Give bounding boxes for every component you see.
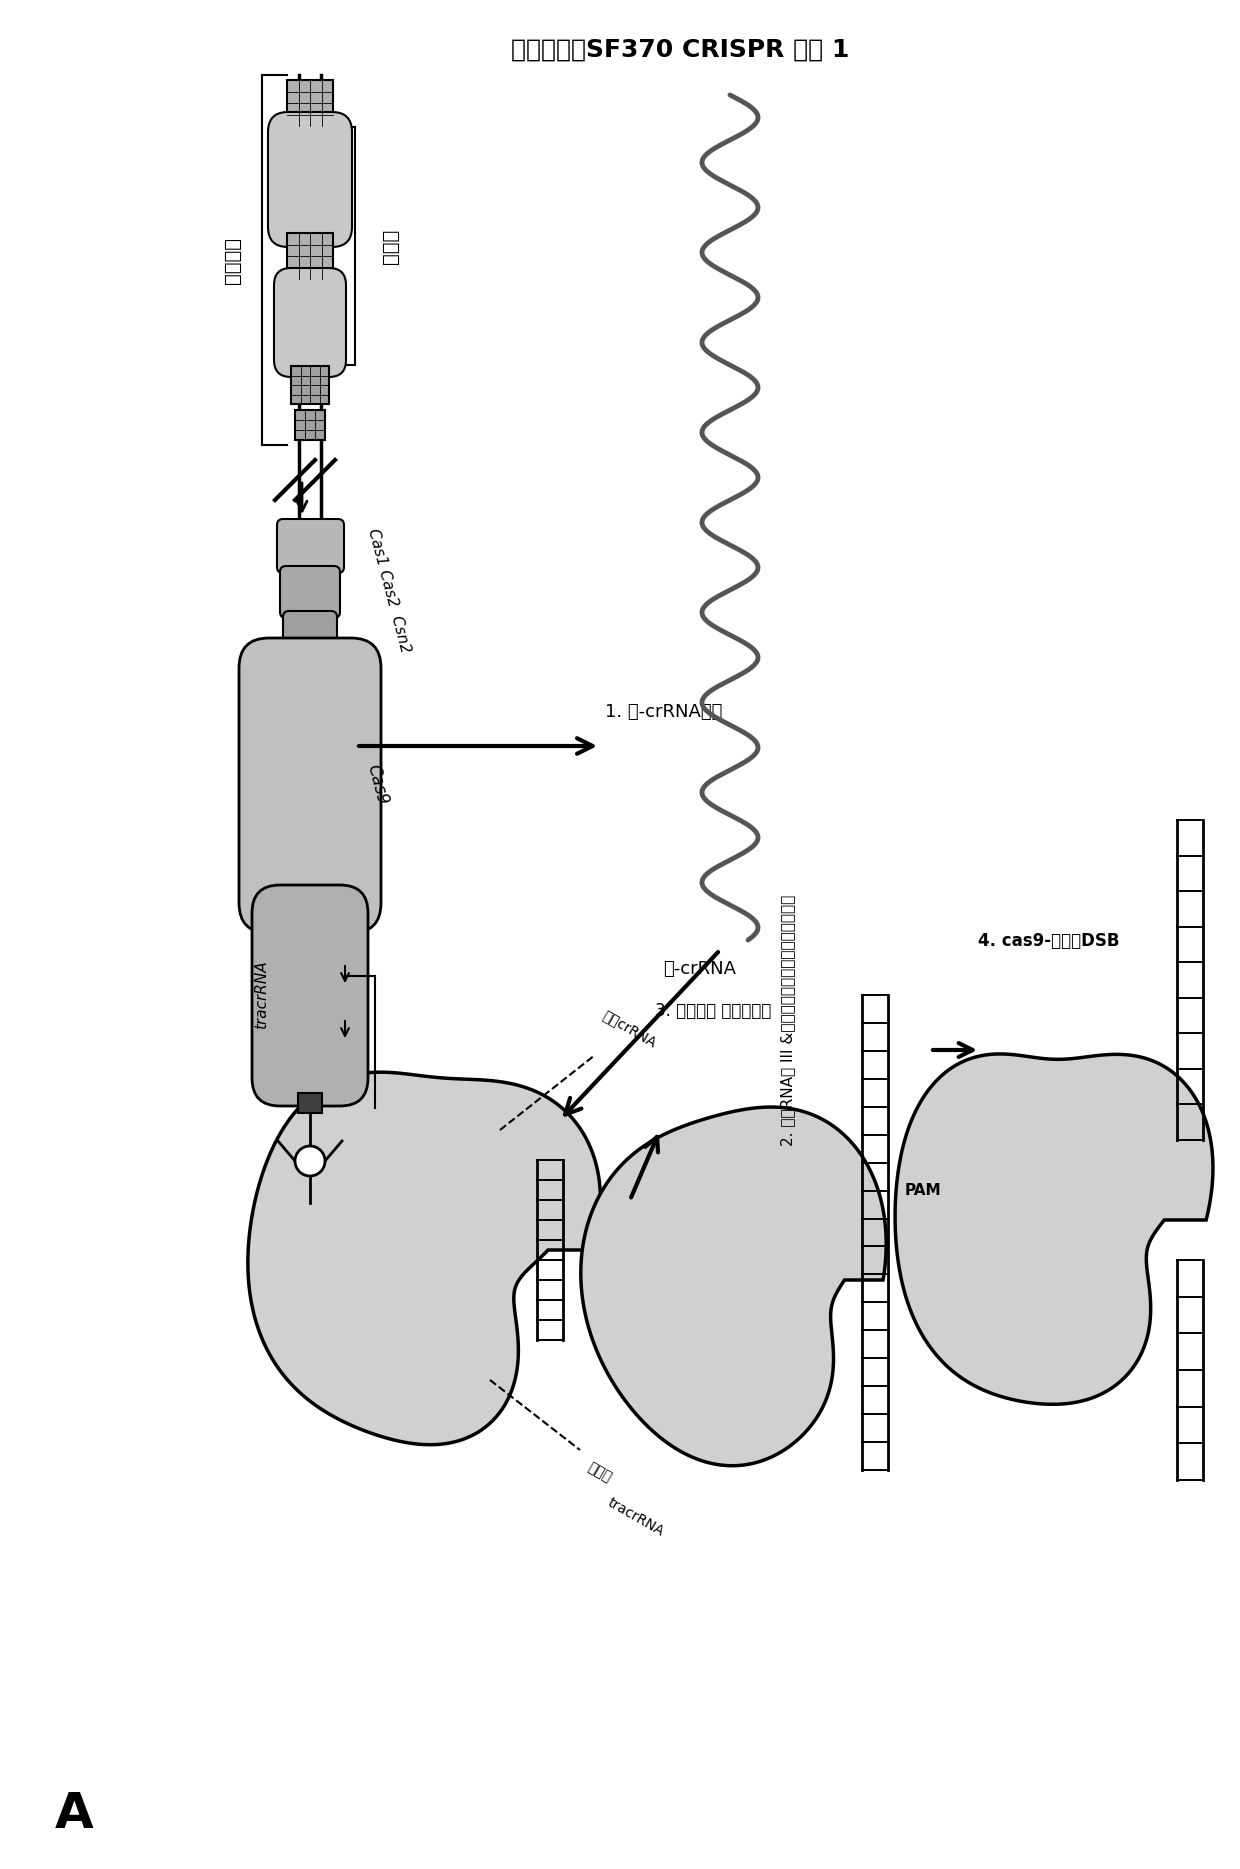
Text: A: A: [55, 1791, 94, 1837]
Bar: [295, 409, 325, 439]
Bar: [298, 1093, 322, 1114]
Text: 成熟crRNA: 成熟crRNA: [600, 1007, 658, 1050]
Text: 间隔子: 间隔子: [381, 228, 399, 264]
Circle shape: [295, 1146, 325, 1176]
Text: 前-crRNA: 前-crRNA: [663, 961, 737, 977]
Text: tracrRNA: tracrRNA: [254, 961, 269, 1030]
FancyBboxPatch shape: [239, 637, 381, 933]
Text: PAM: PAM: [905, 1183, 941, 1198]
Text: 同向重复: 同向重复: [222, 237, 242, 284]
Text: 1. 前-crRNA转录: 1. 前-crRNA转录: [605, 703, 723, 721]
Text: 2. 通过RNA酶 III &一种或多种未知核酸酶进行的成熟: 2. 通过RNA酶 III &一种或多种未知核酸酶进行的成熟: [780, 895, 795, 1146]
Bar: [286, 80, 334, 125]
FancyBboxPatch shape: [283, 611, 337, 660]
FancyBboxPatch shape: [277, 520, 343, 574]
Text: 化脓链球菌SF370 CRISPR 座位 1: 化脓链球菌SF370 CRISPR 座位 1: [511, 37, 849, 62]
Text: tracrRNA: tracrRNA: [605, 1495, 666, 1538]
Polygon shape: [895, 1054, 1213, 1404]
FancyBboxPatch shape: [280, 566, 340, 619]
Text: Cas9: Cas9: [363, 763, 391, 807]
Bar: [291, 366, 329, 404]
FancyBboxPatch shape: [268, 112, 352, 247]
Text: Cas1 Cas2  Csn2: Cas1 Cas2 Csn2: [365, 527, 413, 654]
Text: 4. cas9-介导的DSB: 4. cas9-介导的DSB: [978, 933, 1120, 949]
FancyBboxPatch shape: [252, 886, 368, 1106]
FancyBboxPatch shape: [274, 267, 346, 378]
Bar: [286, 234, 334, 278]
Text: 3. 靶标识别 原型间隔子: 3. 靶标识别 原型间隔子: [655, 1002, 771, 1020]
Polygon shape: [248, 1073, 600, 1445]
Polygon shape: [580, 1106, 887, 1465]
Text: 加工的: 加工的: [585, 1460, 614, 1484]
